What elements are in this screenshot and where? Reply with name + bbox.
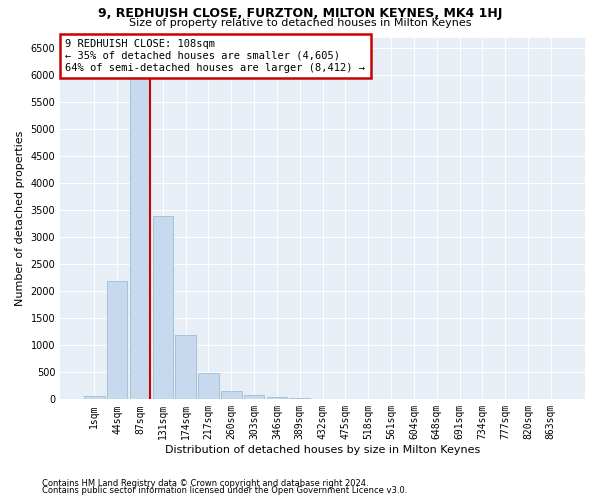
Text: 9 REDHUISH CLOSE: 108sqm
← 35% of detached houses are smaller (4,605)
64% of sem: 9 REDHUISH CLOSE: 108sqm ← 35% of detach… [65,40,365,72]
Text: 9, REDHUISH CLOSE, FURZTON, MILTON KEYNES, MK4 1HJ: 9, REDHUISH CLOSE, FURZTON, MILTON KEYNE… [98,8,502,20]
Bar [266,396,287,400]
Y-axis label: Number of detached properties: Number of detached properties [15,130,25,306]
Bar [198,374,219,400]
Bar [175,334,196,400]
Bar [244,395,265,400]
Text: Size of property relative to detached houses in Milton Keynes: Size of property relative to detached ho… [129,18,471,28]
X-axis label: Distribution of detached houses by size in Milton Keynes: Distribution of detached houses by size … [165,445,480,455]
Bar [84,396,104,400]
Bar [152,216,173,400]
Bar [130,51,150,400]
Text: Contains public sector information licensed under the Open Government Licence v3: Contains public sector information licen… [42,486,407,495]
Bar [313,398,333,400]
Bar [221,391,242,400]
Bar [289,398,310,400]
Bar [335,399,356,400]
Bar [107,280,127,400]
Text: Contains HM Land Registry data © Crown copyright and database right 2024.: Contains HM Land Registry data © Crown c… [42,478,368,488]
